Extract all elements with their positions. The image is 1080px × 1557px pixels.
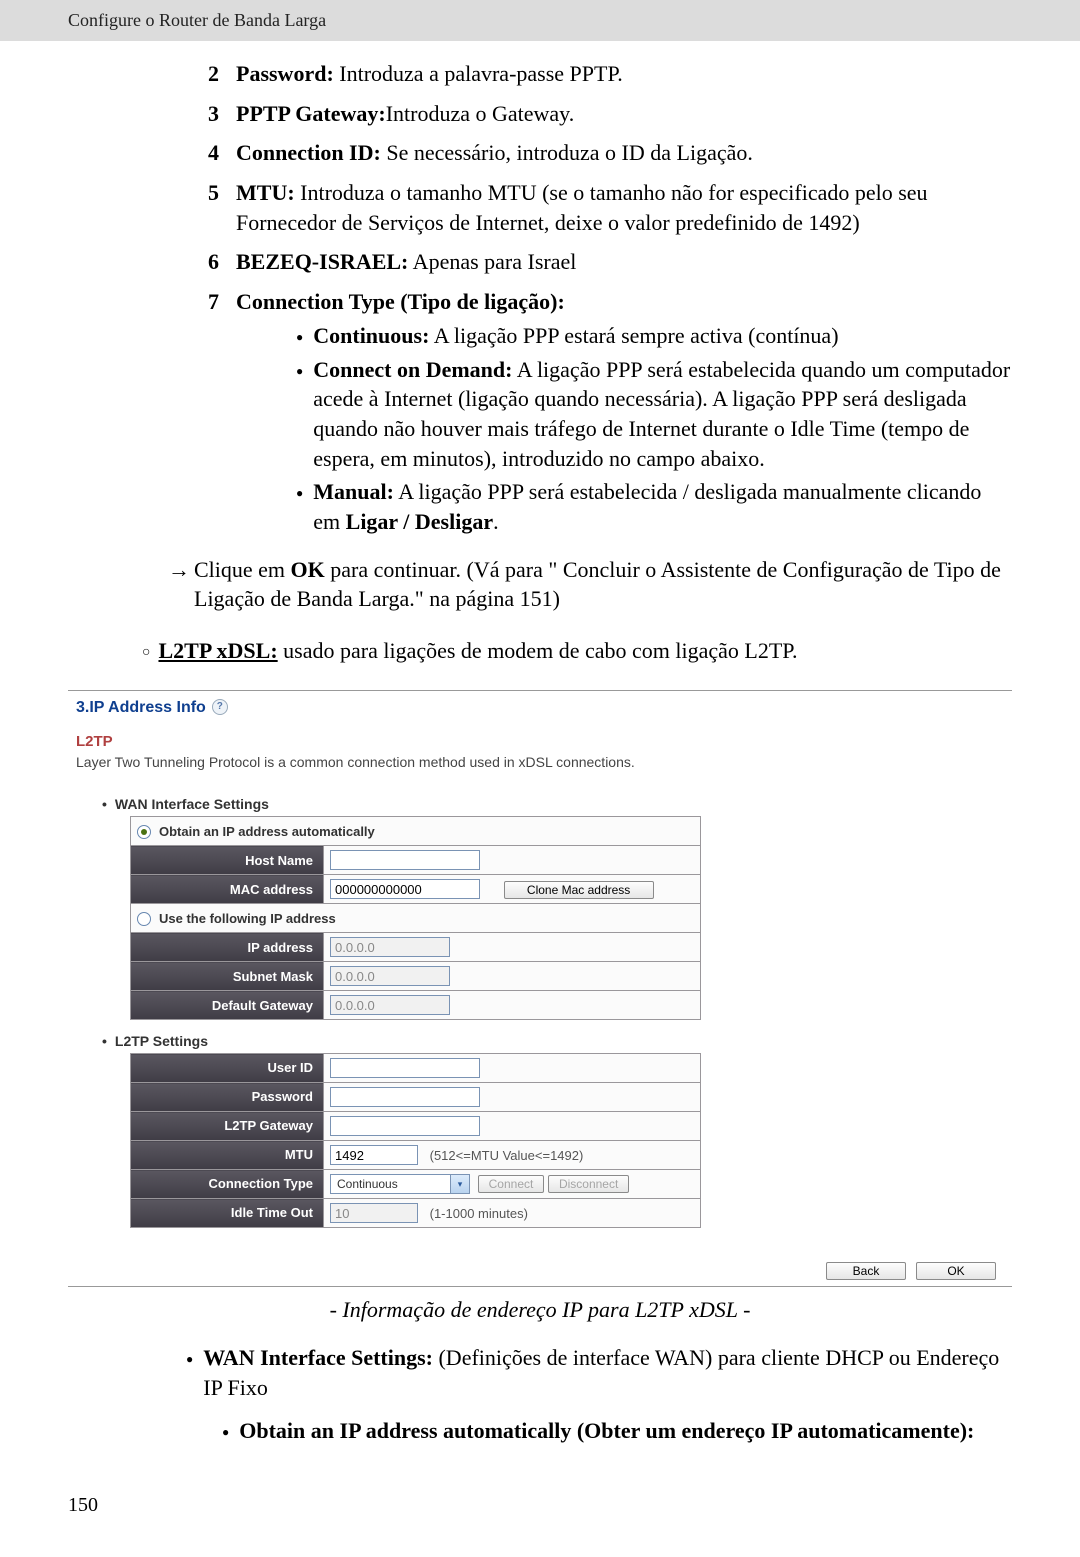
- connection-type-list: Continuous: A ligação PPP estará sempre …: [296, 321, 1012, 537]
- label-mtu: MTU: [131, 1141, 324, 1170]
- radio-obtain-auto[interactable]: [137, 825, 151, 839]
- step-3: 3PPTP Gateway:Introduza o Gateway.: [208, 99, 1012, 129]
- label-userid: User ID: [131, 1054, 324, 1083]
- chevron-down-icon: ▾: [450, 1175, 469, 1193]
- conn-demand: Connect on Demand: A ligação PPP será es…: [296, 355, 1012, 474]
- subnet-input[interactable]: [330, 966, 450, 986]
- label-l2tp-gateway: L2TP Gateway: [131, 1112, 324, 1141]
- idle-input[interactable]: [330, 1203, 418, 1223]
- label-ip: IP address: [131, 933, 324, 962]
- label-gateway: Default Gateway: [131, 991, 324, 1020]
- ok-button[interactable]: OK: [916, 1262, 996, 1280]
- l2tp-intro: L2TP xDSL: usado para ligações de modem …: [142, 636, 1012, 666]
- figure-caption: - Informação de endereço IP para L2TP xD…: [68, 1295, 1012, 1325]
- label-subnet: Subnet Mask: [131, 962, 324, 991]
- wan-settings-title: WAN Interface Settings: [102, 795, 1004, 814]
- radio-use-following[interactable]: [137, 912, 151, 926]
- mac-input[interactable]: [330, 879, 480, 899]
- panel-buttons: Back OK: [76, 1228, 1004, 1286]
- main-content: 2Password: Introduza a palavra-passe PPT…: [0, 41, 1080, 1446]
- conn-manual: Manual: A ligação PPP será estabelecida …: [296, 477, 1012, 536]
- gateway-input[interactable]: [330, 995, 450, 1015]
- bottom-text: WAN Interface Settings: (Definições de i…: [186, 1343, 1012, 1446]
- numbered-steps: 2Password: Introduza a palavra-passe PPT…: [208, 59, 1012, 541]
- l2tp-title: L2TP: [76, 732, 1004, 752]
- label-hostname: Host Name: [131, 846, 324, 875]
- l2tp-config-panel: 3.IP Address Info ? L2TP Layer Two Tunne…: [68, 690, 1012, 1288]
- wan-interface-table: Obtain an IP address automatically Host …: [130, 816, 701, 1020]
- step-6: 6BEZEQ-ISRAEL: Apenas para Israel: [208, 247, 1012, 277]
- connect-button[interactable]: Connect: [478, 1175, 545, 1193]
- obtain-auto-desc: Obtain an IP address automatically (Obte…: [222, 1416, 1012, 1446]
- wan-settings-desc: WAN Interface Settings: (Definições de i…: [186, 1343, 1012, 1402]
- conn-continuous: Continuous: A ligação PPP estará sempre …: [296, 321, 1012, 351]
- back-button[interactable]: Back: [826, 1262, 906, 1280]
- page-header: Configure o Router de Banda Larga: [0, 0, 1080, 41]
- clone-mac-button[interactable]: Clone Mac address: [504, 881, 654, 899]
- section-title: 3.IP Address Info ?: [76, 697, 1004, 719]
- step-5: 5MTU: Introduza o tamanho MTU (se o tama…: [208, 178, 1012, 237]
- l2tp-settings-table: User ID Password L2TP Gateway MTU: [130, 1053, 701, 1228]
- l2tp-description: Layer Two Tunneling Protocol is a common…: [76, 753, 1004, 772]
- l2tp-settings-title: L2TP Settings: [102, 1032, 1004, 1051]
- step-7: 7Connection Type (Tipo de ligação): Cont…: [208, 287, 1012, 541]
- label-password: Password: [131, 1083, 324, 1112]
- label-conn-type: Connection Type: [131, 1170, 324, 1199]
- idle-hint: (1-1000 minutes): [430, 1206, 528, 1221]
- step-2: 2Password: Introduza a palavra-passe PPT…: [208, 59, 1012, 89]
- disconnect-button[interactable]: Disconnect: [548, 1175, 629, 1193]
- password-input[interactable]: [330, 1087, 480, 1107]
- obtain-auto-row[interactable]: Obtain an IP address automatically: [131, 817, 701, 846]
- ok-instruction: Clique em OK para continuar. (Vá para " …: [168, 555, 1012, 614]
- mtu-input[interactable]: [330, 1145, 418, 1165]
- userid-input[interactable]: [330, 1058, 480, 1078]
- label-idle: Idle Time Out: [131, 1199, 324, 1228]
- page-number: 150: [68, 1494, 1080, 1517]
- ip-input[interactable]: [330, 937, 450, 957]
- label-mac: MAC address: [131, 875, 324, 904]
- use-following-row[interactable]: Use the following IP address: [131, 904, 701, 933]
- hostname-input[interactable]: [330, 850, 480, 870]
- conn-type-select[interactable]: Continuous ▾: [330, 1174, 470, 1194]
- page: Configure o Router de Banda Larga 2Passw…: [0, 0, 1080, 1557]
- step-4: 4Connection ID: Se necessário, introduza…: [208, 138, 1012, 168]
- mtu-hint: (512<=MTU Value<=1492): [430, 1148, 584, 1163]
- help-icon[interactable]: ?: [212, 699, 228, 715]
- l2tp-gateway-input[interactable]: [330, 1116, 480, 1136]
